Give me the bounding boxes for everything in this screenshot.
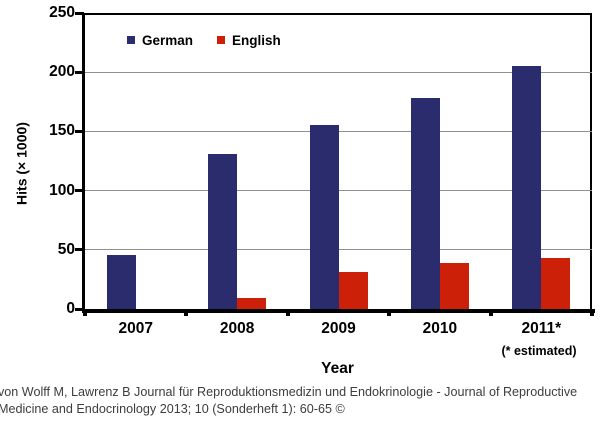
y-tick-150 [75, 129, 84, 133]
y-tick-50 [75, 248, 84, 252]
bar-german-2007 [106, 254, 136, 309]
y-tick-label-100: 100 [49, 181, 75, 199]
bar-german-2008 [208, 153, 238, 309]
x-category-label-2008: 2008 [219, 320, 255, 337]
bar-english-2011 [541, 258, 571, 309]
gridline-200 [85, 71, 592, 73]
y-tick-label-50: 50 [57, 240, 75, 258]
x-category-label-2009: 2009 [321, 320, 356, 337]
x-axis [82, 309, 595, 313]
plot-area [85, 13, 592, 311]
gridline-50 [85, 249, 592, 251]
x-category-label-2010: 2010 [422, 320, 458, 337]
x-axis-title: Year [321, 360, 354, 377]
x-category-label-2011: 2011* [521, 320, 562, 337]
x-tick-5 [590, 309, 594, 316]
bar-english-2009 [338, 272, 368, 309]
y-tick-label-150: 150 [49, 122, 75, 140]
legend-swatch-german [127, 36, 135, 44]
y-tick-label-0: 0 [66, 300, 75, 317]
y-tick-label-250: 250 [49, 4, 75, 21]
gridline-100 [85, 190, 592, 192]
citation-line-1: von Wolff M, Lawrenz B Journal für Repro… [0, 385, 578, 399]
x-tick-4 [488, 309, 493, 316]
y-axis-title: Hits (× 1000) [13, 122, 30, 205]
bar-german-2011 [512, 66, 542, 309]
bar-german-2010 [410, 98, 440, 309]
x-tick-0 [83, 309, 87, 316]
y-tick-250 [75, 11, 84, 15]
legend-label-english: English [232, 32, 281, 48]
x-category-label-2007: 2007 [118, 320, 153, 337]
legend: German English [127, 32, 281, 48]
x-tick-1 [184, 309, 189, 316]
x-tick-3 [387, 309, 392, 316]
bar-english-2010 [439, 262, 469, 309]
y-axis [82, 13, 85, 313]
bar-english-2008 [237, 298, 267, 309]
citation-line-2: Medicine and Endocrinology 2013; 10 (Son… [0, 401, 345, 416]
y-tick-100 [75, 189, 84, 193]
legend-swatch-english [217, 36, 226, 44]
y-tick-200 [75, 70, 84, 74]
citation: von Wolff M, Lawrenz B Journal für Repro… [0, 384, 600, 417]
y-tick-0 [75, 307, 84, 311]
gridline-150 [85, 130, 592, 132]
estimated-note: (* estimated) [501, 344, 577, 358]
y-tick-label-200: 200 [49, 63, 75, 81]
x-tick-2 [285, 309, 290, 316]
bar-german-2009 [309, 125, 339, 309]
legend-label-german: German [142, 32, 194, 48]
